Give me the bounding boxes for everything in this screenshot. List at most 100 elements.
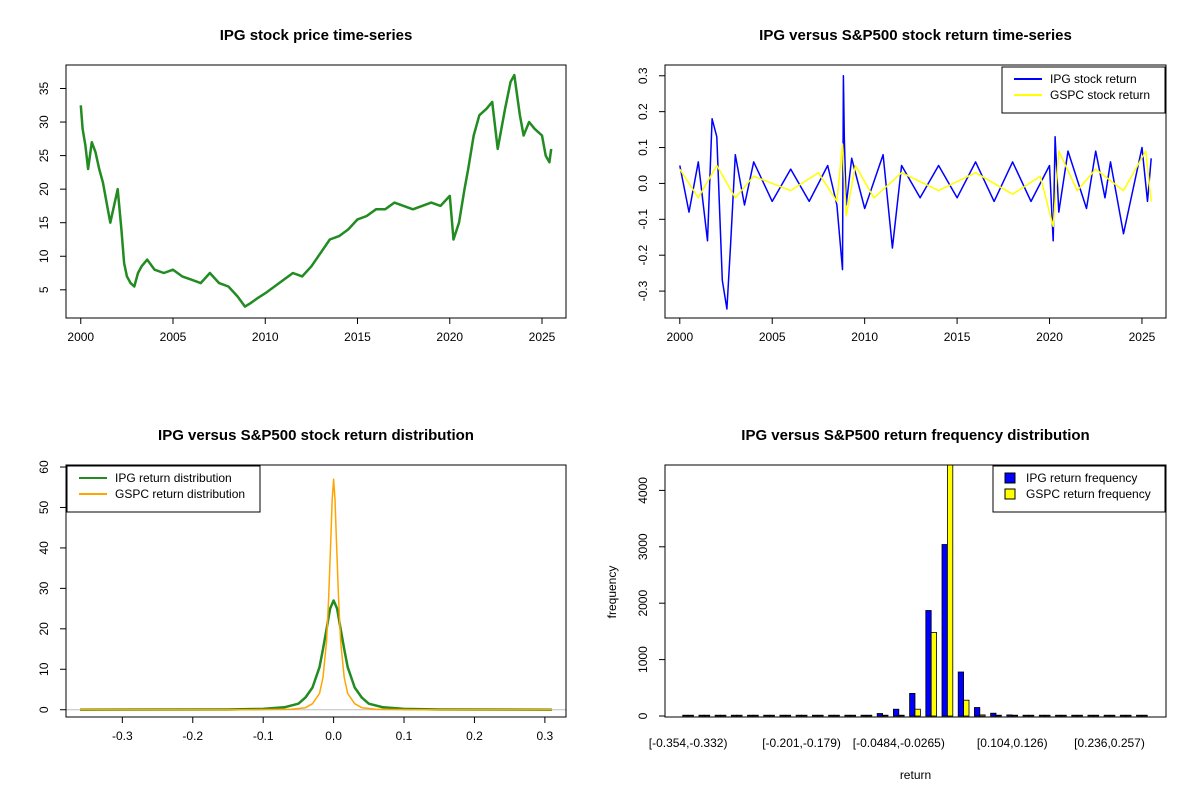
ipg-frequency-bar: [795, 714, 802, 717]
x-tick-label: -0.2: [182, 729, 203, 743]
ipg-frequency-bar: [957, 671, 965, 717]
plot-frame: [664, 64, 1167, 319]
plot-frame: [664, 464, 1167, 718]
y-tick-label: 25: [37, 149, 51, 163]
gspc-frequency-bar: [784, 714, 792, 717]
y-tick-label: 20: [37, 622, 51, 636]
y-tick-label: 0.3: [636, 67, 650, 84]
ipg-frequency-bar: [698, 714, 705, 717]
ipg-frequency-bar: [876, 713, 884, 717]
x-tick-label: -0.3: [112, 729, 133, 743]
ipg-frequency-bar: [941, 544, 948, 717]
y-tick-label: 5: [37, 286, 51, 293]
gspc-frequency-bar: [1109, 714, 1116, 717]
gspc-frequency-bar: [817, 714, 824, 717]
gspc-frequency-bar: [801, 714, 808, 717]
gspc-frequency-bar: [736, 714, 743, 717]
y-tick-label: 3000: [636, 533, 650, 560]
gspc-frequency-bar: [995, 714, 1002, 717]
gspc-frequency-bar: [849, 714, 857, 717]
x-tick-label: -0.1: [253, 729, 274, 743]
gspc-frequency-bar: [866, 714, 873, 717]
y-tick-label: 4000: [636, 477, 650, 504]
ipg-frequency-bar: [730, 714, 738, 717]
x-tick-label: 0.2: [466, 729, 483, 743]
plot-frame: [65, 64, 567, 319]
legend-label: GSPC return distribution: [115, 487, 245, 501]
ipg-frequency-bar: [1119, 714, 1127, 717]
ipg-frequency-bar: [909, 693, 916, 717]
ipg-frequency-bar: [1022, 714, 1029, 717]
y-tick-label: 10: [37, 662, 51, 676]
gspc-frequency-bar: [914, 708, 921, 717]
gspc-frequency-bar: [833, 714, 840, 717]
y-tick-label: 15: [37, 216, 51, 230]
ipg-frequency-bar: [812, 714, 819, 717]
ipg-frequency-bar: [844, 714, 851, 717]
gspc-frequency-bar: [768, 714, 775, 717]
y-tick-label: 30: [37, 115, 51, 129]
ipg-frequency-bar: [893, 708, 900, 717]
y-tick-label: -0.2: [636, 245, 650, 266]
y-tick-label: 0: [636, 712, 650, 719]
returns-chart: IPG versus S&P500 stock return time-seri…: [636, 27, 1167, 344]
ipg-frequency-bar: [990, 712, 997, 717]
gspc-frequency-bar: [1092, 714, 1100, 717]
ipg-frequency-bar: [747, 714, 754, 717]
density-chart: IPG versus S&P500 stock return distribut…: [37, 427, 567, 743]
legend-box: [992, 465, 1166, 513]
chart-title: IPG stock price time-series: [220, 27, 413, 44]
ipg-frequency-bar: [974, 707, 981, 717]
ipg-frequency-bar: [1136, 714, 1143, 717]
y-tick-label: -0.1: [636, 209, 650, 230]
x-tick-label: 2010: [252, 330, 279, 344]
y-tick-label: 1000: [636, 646, 650, 673]
y-tick-label: 30: [37, 581, 51, 595]
ipg-frequency-bar: [1103, 714, 1110, 717]
gspc-frequency-bar: [947, 464, 954, 717]
gspc-frequency-bar: [687, 714, 694, 717]
category-label: [0.104,0.126): [977, 736, 1048, 750]
legend-box: [66, 465, 261, 513]
gspc-frequency-bar: [1060, 714, 1067, 717]
gspc-frequency-bar: [1125, 714, 1132, 717]
legend-label: GSPC stock return: [1050, 88, 1150, 102]
price-series-line: [79, 73, 553, 308]
x-axis-label: return: [900, 768, 931, 782]
legend-label: GSPC return frequency: [1026, 487, 1151, 501]
gspc-frequency-bar: [1076, 714, 1083, 717]
x-tick-label: 2000: [67, 330, 94, 344]
chart-title: IPG versus S&P500 return frequency distr…: [741, 427, 1089, 444]
ipg-frequency-bar: [1055, 714, 1062, 717]
y-tick-label: 35: [37, 81, 51, 95]
y-tick-label: 2000: [636, 590, 650, 617]
x-tick-label: 2025: [529, 330, 556, 344]
x-tick-label: 2000: [666, 330, 693, 344]
x-tick-label: 2025: [1129, 330, 1156, 344]
x-tick-label: 2005: [759, 330, 786, 344]
gspc-frequency-bar: [1044, 714, 1051, 717]
ipg-frequency-bar: [714, 714, 721, 717]
gspc-frequency-bar: [720, 714, 727, 717]
gspc-frequency-bar: [979, 714, 986, 717]
gspc-frequency-bar: [1028, 714, 1035, 717]
gspc-frequency-bar: [1141, 714, 1148, 717]
y-tick-label: 0.1: [636, 139, 650, 156]
y-tick-label: -0.3: [636, 280, 650, 301]
category-label: [-0.354,-0.332): [649, 736, 728, 750]
gspc-frequency-bar: [898, 714, 905, 717]
ipg-frequency-bar: [828, 714, 835, 717]
ipg-frequency-bar: [1038, 714, 1046, 717]
y-axis-label: frequency: [605, 566, 619, 619]
legend-label: IPG return distribution: [115, 471, 232, 485]
y-tick-label: 0.0: [636, 175, 650, 192]
gspc-frequency-bar: [963, 699, 970, 717]
x-tick-label: 2020: [1036, 330, 1063, 344]
gspc-frequency-bar: [930, 632, 938, 717]
legend-label: IPG return frequency: [1026, 471, 1137, 485]
ipg-frequency-bar: [1006, 714, 1013, 717]
gspc-density-line: [80, 478, 552, 711]
x-tick-label: 2020: [436, 330, 463, 344]
